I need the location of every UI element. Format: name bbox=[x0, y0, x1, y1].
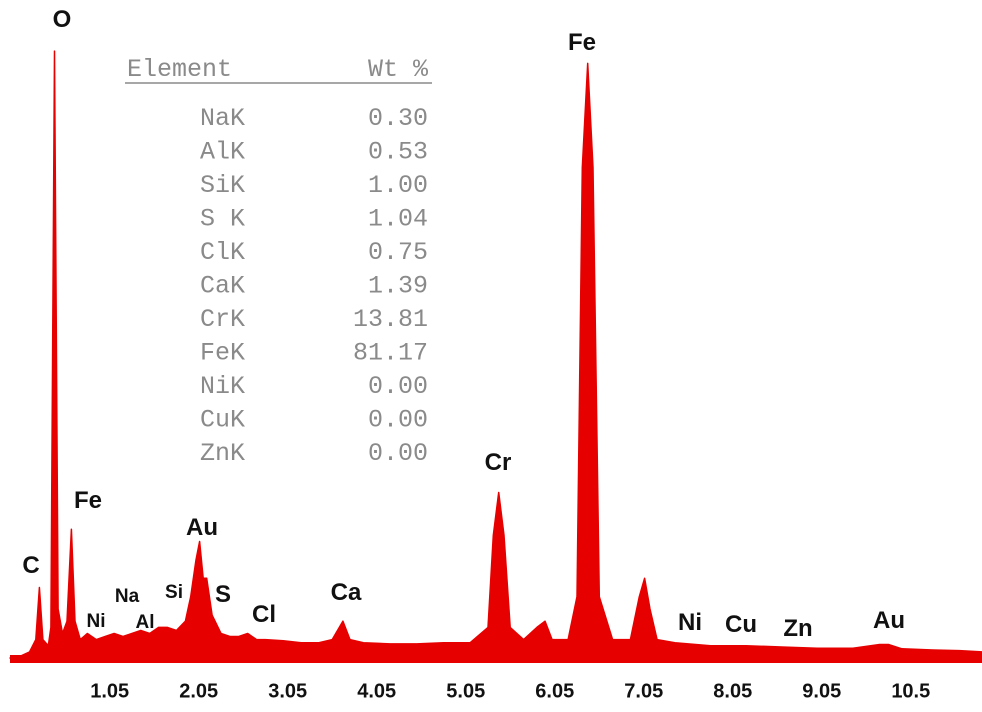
table-header: Element bbox=[127, 55, 232, 84]
plot bbox=[9, 50, 982, 663]
x-tick-label: 8.05 bbox=[713, 680, 752, 702]
weight-percent: 1.00 bbox=[368, 171, 428, 200]
peak-label: Au bbox=[186, 514, 218, 541]
x-tick-label: 6.05 bbox=[535, 680, 574, 702]
x-tick-label: 7.05 bbox=[624, 680, 663, 702]
x-tick-label: 4.05 bbox=[357, 680, 396, 702]
weight-percent: 0.75 bbox=[368, 238, 428, 267]
x-tick-label: 1.05 bbox=[90, 680, 129, 702]
peak-label: Fe bbox=[74, 487, 102, 514]
element: CrK bbox=[200, 305, 245, 334]
element: SiK bbox=[200, 171, 245, 200]
weight-percent: 13.81 bbox=[353, 305, 428, 334]
weight-percent: 1.04 bbox=[368, 205, 428, 234]
element: CuK bbox=[200, 406, 245, 435]
weight-percent: 0.30 bbox=[368, 104, 428, 133]
x-tick-label: 2.05 bbox=[179, 680, 218, 702]
peak-label: Ca bbox=[331, 579, 362, 606]
peak-label: Al bbox=[136, 612, 155, 633]
peak-label: Fe bbox=[568, 29, 596, 56]
peak-label: Cl bbox=[252, 601, 276, 628]
peak-label: Ni bbox=[678, 609, 702, 636]
element: NaK bbox=[200, 104, 245, 133]
x-tick-label: 3.05 bbox=[268, 680, 307, 702]
peak-label: Cr bbox=[485, 449, 512, 476]
peak-label: Na bbox=[115, 586, 140, 607]
weight-percent: 0.00 bbox=[368, 406, 428, 435]
weight-percent: 81.17 bbox=[353, 339, 428, 368]
element: NiK bbox=[200, 372, 245, 401]
element: AlK bbox=[200, 138, 245, 167]
element: ZnK bbox=[200, 439, 245, 468]
peak-label: Si bbox=[165, 582, 183, 603]
weight-percent: 1.39 bbox=[368, 272, 428, 301]
element: CaK bbox=[200, 272, 245, 301]
spectrum bbox=[9, 50, 982, 659]
peak-label: Cu bbox=[725, 611, 757, 638]
table-header: Wt % bbox=[368, 55, 429, 84]
peak-label: Au bbox=[873, 607, 905, 634]
baseline-band bbox=[10, 655, 982, 663]
x-tick-label: 9.05 bbox=[802, 680, 841, 702]
peak-label: S bbox=[215, 581, 231, 608]
weight-percent: 0.53 bbox=[368, 138, 428, 167]
peak-label: C bbox=[22, 552, 39, 579]
peak-label: Ni bbox=[87, 611, 106, 632]
element: ClK bbox=[200, 238, 245, 267]
peak-label: O bbox=[53, 6, 72, 33]
element: S K bbox=[200, 205, 245, 234]
peak-label: Zn bbox=[783, 615, 812, 642]
weight-percent: 0.00 bbox=[368, 439, 428, 468]
weight-percent: 0.00 bbox=[368, 372, 428, 401]
x-tick-label: 5.05 bbox=[446, 680, 485, 702]
composition-table: Element Wt % NaK 0.30 AlK 0.53 SiK 1.00 S K 1.04 C… bbox=[125, 55, 432, 468]
x-tick-label: 10.5 bbox=[891, 680, 930, 702]
element: FeK bbox=[200, 339, 245, 368]
